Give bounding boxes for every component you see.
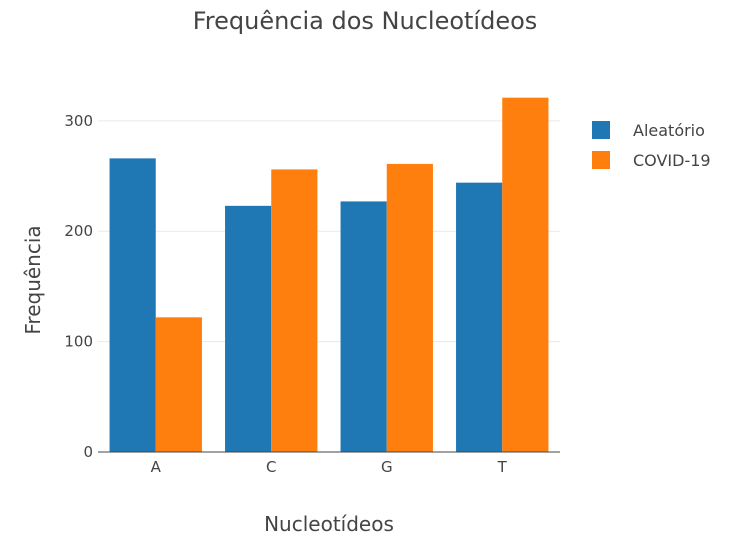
bar-covid-19-g [386, 163, 433, 452]
legend-swatch [592, 121, 610, 139]
legend-swatch [592, 151, 610, 169]
y-tick-label: 100 [64, 333, 93, 351]
x-tick-label: G [381, 458, 393, 476]
y-tick-label: 300 [64, 112, 93, 130]
legend: Aleatório COVID-19 [592, 121, 711, 170]
bar-covid-19-c [271, 169, 318, 452]
chart-title: Frequência dos Nucleotídeos [193, 7, 538, 35]
legend-label: COVID-19 [633, 151, 711, 170]
legend-label: Aleatório [633, 121, 705, 140]
x-tick-label: T [497, 458, 508, 476]
bars [109, 97, 549, 453]
x-axis-title: Nucleotídeos [264, 512, 394, 536]
bar-covid-19-t [502, 97, 549, 453]
bar-aleat-rio-t [456, 182, 503, 452]
y-axis-ticks: 0 100 200 300 [64, 112, 93, 461]
bar-covid-19-a [155, 317, 202, 452]
bar-aleat-rio-a [109, 158, 156, 452]
x-tick-label: C [266, 458, 276, 476]
y-tick-label: 200 [64, 222, 93, 240]
bar-aleat-rio-c [225, 205, 272, 452]
y-tick-label: 0 [83, 443, 93, 461]
x-tick-label: A [151, 458, 162, 476]
bar-aleat-rio-g [340, 201, 387, 452]
y-axis-title: Frequência [21, 225, 45, 334]
